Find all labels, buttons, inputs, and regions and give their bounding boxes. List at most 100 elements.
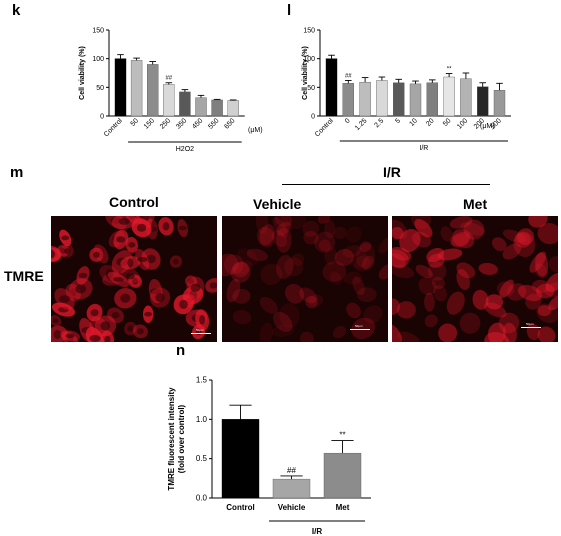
cell-nucleus <box>75 284 87 294</box>
cell <box>255 216 269 234</box>
micrograph-label-met: Met <box>463 196 488 212</box>
bar <box>114 58 127 117</box>
cell <box>502 229 526 243</box>
cell <box>431 276 445 290</box>
cell <box>485 294 504 310</box>
y-tick-label: 150 <box>92 28 104 35</box>
cell <box>392 253 406 269</box>
cell <box>299 287 317 304</box>
cell <box>392 264 415 279</box>
scale-bar-label: 50μm <box>526 322 534 326</box>
cell <box>412 231 432 248</box>
cell <box>525 293 542 310</box>
cell <box>256 226 275 248</box>
cell-nucleus <box>209 282 217 289</box>
cell <box>438 323 458 342</box>
cell <box>440 226 453 242</box>
cell <box>529 251 547 273</box>
cell <box>273 311 293 332</box>
cell <box>322 261 347 282</box>
cell <box>544 282 558 297</box>
micrograph-vehicle: 50μm <box>222 216 388 342</box>
cell <box>222 253 239 277</box>
cell-nucleus <box>136 223 147 232</box>
cell <box>427 253 445 268</box>
x-tick-label: 150 <box>143 117 156 130</box>
panel-letter-m: m <box>10 164 24 181</box>
cell-nucleus <box>111 312 120 319</box>
x-tick-label: 250 <box>159 117 172 130</box>
cell-nucleus <box>89 334 101 342</box>
y-tick-label: 50 <box>96 85 104 92</box>
cell <box>280 216 307 230</box>
cell <box>472 289 489 310</box>
cell <box>378 236 388 254</box>
bar <box>325 58 338 117</box>
y-axis-label-2: (fold over control) <box>177 404 186 473</box>
bar <box>376 80 388 117</box>
cell <box>276 227 292 253</box>
x-tick-label: 100 <box>456 117 469 130</box>
cell <box>324 247 337 265</box>
x-tick-label: 450 <box>191 117 204 130</box>
cell <box>246 248 268 262</box>
cell-nucleus <box>136 328 144 335</box>
micrograph-label-control: Control <box>109 194 159 210</box>
cell <box>450 232 471 247</box>
cell <box>507 283 527 301</box>
bar <box>392 82 405 117</box>
x-tick-label: 20 <box>425 117 436 128</box>
significance-marker: ## <box>345 73 352 79</box>
cell-nucleus <box>125 272 135 280</box>
cell <box>502 243 522 260</box>
cell <box>536 303 558 323</box>
cell-nucleus <box>128 242 136 248</box>
bar <box>409 83 422 117</box>
cell-nucleus <box>120 293 131 303</box>
cell <box>437 248 463 261</box>
cell <box>549 256 558 273</box>
cell-nucleus <box>64 248 71 255</box>
x-tick-label: 5 <box>394 117 402 125</box>
panel-letter-l: l <box>287 2 292 19</box>
cell-nucleus <box>61 235 70 241</box>
cell <box>456 269 470 291</box>
cell <box>534 263 548 279</box>
cell <box>514 232 531 248</box>
y-axis-label: TMRE fluorescent intensity <box>167 387 176 491</box>
cell <box>291 253 305 266</box>
cell-nucleus <box>137 256 148 263</box>
scale-bar <box>521 327 541 328</box>
cell <box>397 331 420 342</box>
cell <box>352 276 365 296</box>
micrograph-group-line <box>282 184 490 185</box>
cell <box>487 322 506 342</box>
cell <box>303 230 319 245</box>
cell <box>392 227 404 240</box>
cell <box>418 276 437 296</box>
cell <box>232 288 251 304</box>
group-label: H2O2 <box>176 146 194 153</box>
cell <box>363 305 383 324</box>
cell <box>299 331 314 342</box>
micrograph-met: 50μm <box>392 216 558 342</box>
cell <box>535 252 549 277</box>
cell-nucleus <box>90 309 99 317</box>
cell-nucleus <box>178 225 187 231</box>
cell <box>392 246 412 261</box>
y-axis-label: Cell viability (%) <box>302 46 309 100</box>
cell <box>499 279 514 298</box>
cell-nucleus <box>146 254 156 264</box>
x-tick-label: 550 <box>207 117 220 130</box>
y-tick-label: 100 <box>303 56 315 63</box>
cell <box>484 332 510 342</box>
y-tick-label: 1.0 <box>196 415 208 424</box>
cell <box>260 263 283 286</box>
cell <box>329 271 342 286</box>
cell <box>236 248 258 266</box>
cell <box>346 302 361 319</box>
cell <box>392 219 408 240</box>
unit-label: (μM) <box>480 123 495 130</box>
cell-nucleus <box>69 288 77 297</box>
